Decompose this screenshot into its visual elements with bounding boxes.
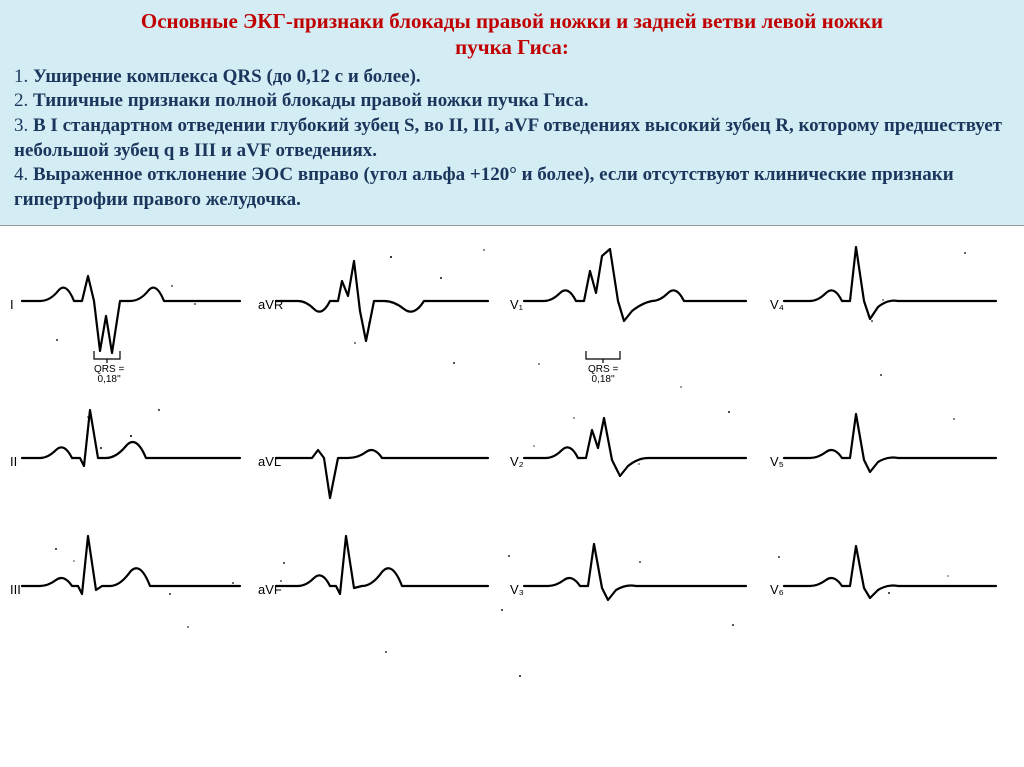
ecg-trace-aVF	[258, 526, 498, 636]
speck	[880, 374, 882, 376]
speck	[533, 445, 535, 447]
item-3: 3. В I стандартном отведении глубокий зу…	[14, 114, 1010, 163]
speck	[440, 277, 442, 279]
speck	[385, 651, 387, 653]
lead-label-V5: V₅	[770, 454, 784, 469]
speck	[73, 560, 75, 562]
speck	[187, 626, 189, 628]
speck	[508, 555, 510, 557]
lead-V6: V₆	[770, 526, 1010, 636]
item-4: 4. Выраженное отклонение ЭОС вправо (уго…	[14, 163, 1010, 212]
speck	[194, 303, 196, 305]
title-line-1: Основные ЭКГ-признаки блокады правой нож…	[141, 9, 883, 33]
ecg-trace-aVR	[258, 241, 498, 371]
speck	[280, 580, 282, 582]
title-line-2: пучка Гиса:	[455, 35, 569, 59]
speck	[573, 417, 575, 419]
speck	[169, 593, 171, 595]
speck	[728, 411, 730, 413]
qrs-duration-label-I: QRS = 0,18''	[94, 365, 124, 385]
lead-label-V1: V₁	[510, 297, 523, 312]
ecg-trace-V1	[510, 241, 760, 371]
ecg-trace-I	[10, 241, 250, 371]
speck	[538, 363, 540, 365]
lead-V1: V₁QRS = 0,18''	[510, 241, 760, 371]
speck	[638, 463, 640, 465]
ecg-trace-V3	[510, 526, 760, 636]
speck	[483, 249, 485, 251]
text-block: Основные ЭКГ-признаки блокады правой нож…	[0, 0, 1024, 226]
lead-label-V6: V₆	[770, 582, 784, 597]
speck	[947, 575, 949, 577]
lead-label-aVF: aVF	[258, 582, 282, 597]
speck	[519, 675, 521, 677]
speck	[130, 435, 132, 437]
speck	[158, 409, 160, 411]
ecg-trace-V4	[770, 241, 1010, 371]
lead-aVR: aVR	[258, 241, 498, 371]
lead-label-V2: V₂	[510, 454, 524, 469]
speck	[953, 418, 955, 420]
ecg-trace-aVL	[258, 398, 498, 508]
ecg-trace-V6	[770, 526, 1010, 636]
slide-title: Основные ЭКГ-признаки блокады правой нож…	[14, 8, 1010, 61]
speck	[354, 342, 356, 344]
speck	[232, 582, 234, 584]
lead-label-aVL: aVL	[258, 454, 281, 469]
speck	[55, 548, 57, 550]
ecg-trace-V5	[770, 398, 1010, 508]
speck	[390, 256, 392, 258]
speck	[732, 624, 734, 626]
speck	[778, 556, 780, 558]
lead-II: II	[10, 398, 250, 508]
speck	[871, 320, 873, 322]
speck	[283, 562, 285, 564]
lead-label-aVR: aVR	[258, 297, 283, 312]
speck	[501, 609, 503, 611]
speck	[171, 285, 173, 287]
speck	[100, 447, 102, 449]
lead-V3: V₃	[510, 526, 760, 636]
lead-aVL: aVL	[258, 398, 498, 508]
speck	[368, 322, 370, 324]
speck	[888, 592, 890, 594]
item-1: 1. Уширение комплекса QRS (до 0,12 с и б…	[14, 65, 1010, 90]
speck	[87, 416, 89, 418]
item-2: 2. Типичные признаки полной блокады прав…	[14, 89, 1010, 114]
lead-V4: V₄	[770, 241, 1010, 371]
speck	[680, 386, 682, 388]
lead-label-I: I	[10, 297, 14, 312]
lead-III: III	[10, 526, 250, 636]
lead-label-II: II	[10, 454, 17, 469]
lead-aVF: aVF	[258, 526, 498, 636]
qrs-duration-label-V1: QRS = 0,18''	[588, 365, 618, 385]
speck	[882, 299, 884, 301]
ecg-diagram: IQRS = 0,18''IIIIIaVRaVLaVFV₁QRS = 0,18'…	[0, 226, 1024, 696]
ecg-trace-II	[10, 398, 250, 508]
ecg-trace-V2	[510, 398, 760, 508]
speck	[639, 561, 641, 563]
lead-I: IQRS = 0,18''	[10, 241, 250, 371]
lead-label-V4: V₄	[770, 297, 784, 312]
ecg-trace-III	[10, 526, 250, 636]
speck	[56, 339, 58, 341]
lead-label-V3: V₃	[510, 582, 524, 597]
speck	[453, 362, 455, 364]
lead-label-III: III	[10, 582, 21, 597]
speck	[964, 252, 966, 254]
lead-V2: V₂	[510, 398, 760, 508]
lead-V5: V₅	[770, 398, 1010, 508]
